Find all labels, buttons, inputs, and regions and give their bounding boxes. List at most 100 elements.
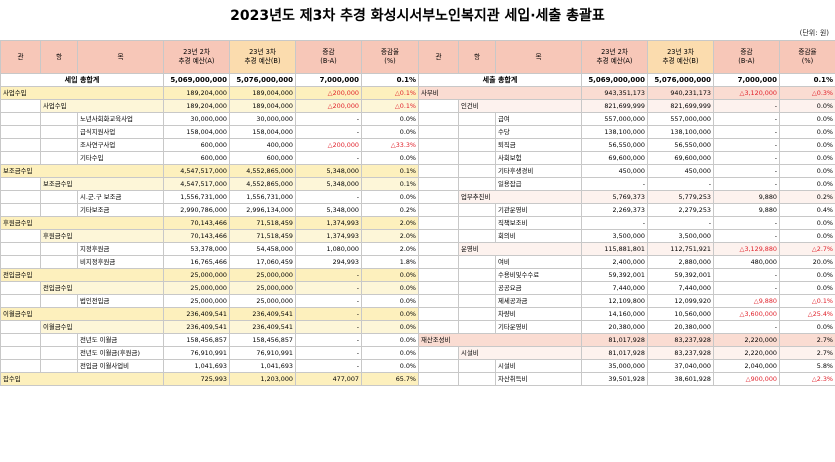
table-row: 인건비 821,699,999 821,699,999-0.0% — [418, 99, 835, 113]
budget-b-cell: 54,458,000 — [229, 242, 296, 256]
hang-cell — [40, 333, 78, 347]
mok-cell: 기타수입 — [77, 151, 164, 165]
header-cell: 23년 3차 추경 예산(B) — [229, 40, 296, 74]
budget-b-cell: 59,392,001 — [647, 268, 714, 282]
budget-a-cell: 25,000,000 — [163, 294, 230, 308]
budget-b-cell: 4,552,865,000 — [229, 164, 296, 178]
diff-cell: 5,348,000 — [295, 164, 362, 178]
rate-cell: 0.0% — [779, 281, 835, 295]
budget-b-cell: 30,000,000 — [229, 112, 296, 126]
rate-cell: 0.0% — [779, 125, 835, 139]
budget-b-cell: 76,910,991 — [229, 346, 296, 360]
gwan-cell — [418, 112, 459, 126]
table-row: 보조금수입 4,547,517,000 4,552,865,000 5,348,000… — [0, 177, 419, 191]
budget-b-cell: 236,409,541 — [229, 307, 296, 321]
gwan-cell — [0, 229, 41, 243]
gwan-cell — [418, 294, 459, 308]
diff-cell: 294,993 — [295, 255, 362, 269]
gwan-cell — [418, 177, 459, 191]
budget-b-cell: 83,237,928 — [647, 346, 714, 360]
diff-cell: - — [295, 320, 362, 334]
budget-b-cell: 25,000,000 — [229, 281, 296, 295]
mok-cell: 급식지원사업 — [77, 125, 164, 139]
budget-a-cell: 14,160,000 — [581, 307, 648, 321]
table-row: 제세공과금 12,109,800 12,099,920 △9,880 △0.1% — [418, 294, 835, 308]
diff-cell: - — [713, 99, 780, 113]
budget-b-cell: 7,440,000 — [647, 281, 714, 295]
diff-cell: - — [295, 307, 362, 321]
table-row: 보조금수입 4,547,517,000 4,552,865,000 5,348,000… — [0, 164, 419, 178]
budget-b-cell: 38,601,928 — [647, 372, 714, 386]
table-row: 법인전입금 25,000,000 25,000,000-0.0% — [0, 294, 419, 308]
budget-b-cell: 69,600,000 — [647, 151, 714, 165]
header-cell: 목 — [495, 40, 582, 74]
diff-cell: - — [295, 112, 362, 126]
budget-b-cell: 112,751,921 — [647, 242, 714, 256]
budget-a-cell: 1,556,731,000 — [163, 190, 230, 204]
budget-b-cell: 138,100,000 — [647, 125, 714, 139]
table-row: 수당 138,100,000 138,100,000-0.0% — [418, 125, 835, 139]
rate-cell: 20.0% — [779, 255, 835, 269]
table-row: 일용잡급 - - -0.0% — [418, 177, 835, 191]
budget-b-cell: 5,779,253 — [647, 190, 714, 204]
hang-cell — [458, 320, 496, 334]
rate-cell: 0.1% — [361, 164, 419, 178]
expenditure-table: 관 항 목 23년 2차 추경 예산(A) 23년 3차 추경 예산(B) 증감 (B-A) 증감… — [418, 40, 835, 386]
budget-a-cell: 158,456,857 — [163, 333, 230, 347]
diff-cell: △3,600,000 — [713, 307, 780, 321]
budget-b-cell: 189,004,000 — [229, 86, 296, 100]
rate-cell: 0.0% — [361, 333, 419, 347]
gwan-cell — [0, 125, 41, 139]
rate-cell: 0.1% — [361, 177, 419, 191]
gwan-cell — [0, 203, 41, 217]
gwan-cell — [0, 281, 41, 295]
diff-cell: - — [713, 112, 780, 126]
gwan-cell: 사무비 — [418, 86, 582, 100]
table-row: 운영비 115,881,801 112,751,921 △3,129,880 △2.7% — [418, 242, 835, 256]
diff-cell: 2,040,000 — [713, 359, 780, 373]
table-row: 퇴직금 56,550,000 56,550,000-0.0% — [418, 138, 835, 152]
mok-cell: 여비 — [495, 255, 582, 269]
hang-cell — [40, 190, 78, 204]
table-row: 시.군.구 보조금 1,556,731,000 1,556,731,000-0.0% — [0, 190, 419, 204]
rate-cell: 0.0% — [361, 268, 419, 282]
diff-cell: - — [713, 164, 780, 178]
budget-a-cell: 16,765,466 — [163, 255, 230, 269]
table-row: 기타보조금 2,990,786,000 2,996,134,000 5,348,000… — [0, 203, 419, 217]
budget-a-cell: 600,000 — [163, 151, 230, 165]
hang-cell — [458, 203, 496, 217]
header-cell: 관 — [0, 40, 41, 74]
gwan-cell — [0, 151, 41, 165]
header-cell: 증감 (B-A) — [713, 40, 780, 74]
header-cell: 증감 (B-A) — [295, 40, 362, 74]
table-row: 급여 557,000,000 557,000,000-0.0% — [418, 112, 835, 126]
rate-cell: 0.4% — [779, 203, 835, 217]
diff-cell: △200,000 — [295, 99, 362, 113]
budget-a-cell: 557,000,000 — [581, 112, 648, 126]
diff-cell: △3,120,000 — [713, 86, 780, 100]
rate-cell: 0.0% — [361, 320, 419, 334]
diff-cell: - — [713, 125, 780, 139]
rate-cell: △0.1% — [361, 86, 419, 100]
mok-cell: 자산취득비 — [495, 372, 582, 386]
header-cell: 23년 2차 추경 예산(A) — [163, 40, 230, 74]
budget-a-cell: 189,204,000 — [163, 99, 230, 113]
diff-cell: - — [295, 294, 362, 308]
diff-cell: - — [713, 229, 780, 243]
gwan-cell — [0, 333, 41, 347]
budget-a-cell: 70,143,466 — [163, 229, 230, 243]
rate-cell: 0.0% — [779, 151, 835, 165]
budget-a-cell: 821,699,999 — [581, 99, 648, 113]
diff-cell: 9,880 — [713, 190, 780, 204]
page-title: 2023년도 제3차 추경 화성시서부노인복지관 세입·세출 총괄표 — [230, 8, 605, 24]
budget-a-cell: 2,990,786,000 — [163, 203, 230, 217]
table-row: 사업수입 189,204,000 189,004,000 △200,000 △0.1% — [0, 99, 419, 113]
hang-cell: 인건비 — [458, 99, 582, 113]
diff-cell: 2,220,000 — [713, 333, 780, 347]
table-row: 시설비 81,017,928 83,237,928 2,220,000 2.7% — [418, 346, 835, 360]
total-budget-a: 5,069,000,000 — [163, 73, 230, 87]
gwan-cell — [418, 372, 459, 386]
gwan-cell: 잡수입 — [0, 372, 164, 386]
rate-cell: 65.7% — [361, 372, 419, 386]
diff-cell: 1,374,993 — [295, 216, 362, 230]
